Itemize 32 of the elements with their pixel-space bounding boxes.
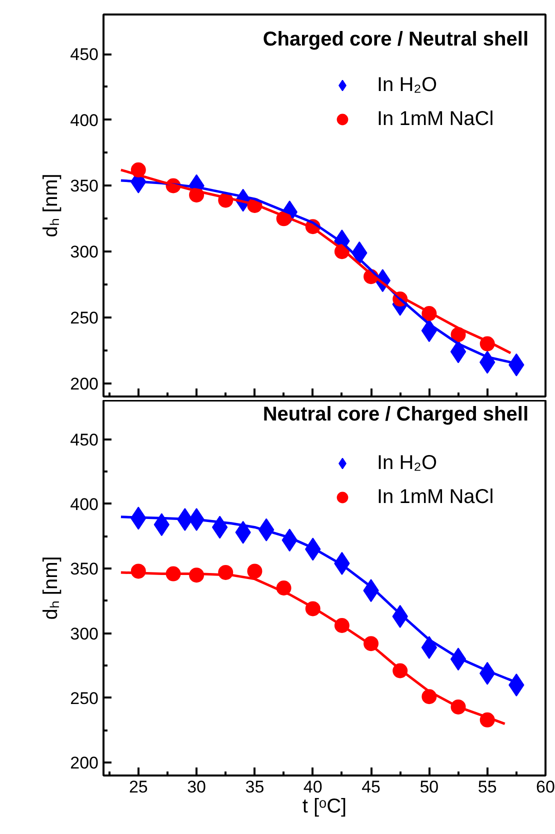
x-tick-label: 45 xyxy=(362,778,380,796)
x-tick-label: 40 xyxy=(303,778,322,796)
point xyxy=(247,564,262,579)
x-axis-title: t [ᵒC] xyxy=(302,796,347,818)
y-tick-label: 350 xyxy=(70,560,99,579)
y-tick-label: 200 xyxy=(70,374,99,394)
text: Charged core / Neutral shell xyxy=(262,28,529,50)
y-tick-label: 450 xyxy=(70,45,99,64)
legend-label: In 1mM NaCl xyxy=(377,108,494,130)
y-tick-label: 200 xyxy=(70,754,99,773)
y-tick-label: 350 xyxy=(70,176,99,196)
y-tick-label: 300 xyxy=(70,242,99,262)
point xyxy=(421,636,438,659)
y-axis-title: dₕ [nm] xyxy=(40,174,62,238)
y-tick-label: 450 xyxy=(70,430,99,450)
chart-title: Neutral core / Charged shell xyxy=(262,404,529,426)
x-tick-label: 50 xyxy=(420,778,439,796)
legend-label: In H₂O xyxy=(377,74,437,96)
x-tick-label: 35 xyxy=(245,778,264,796)
x-tick-label: 25 xyxy=(128,778,148,796)
y-tick-label: 250 xyxy=(70,308,99,328)
x-tick-label: 60 xyxy=(536,778,555,796)
legend-label: In H₂O xyxy=(377,452,437,474)
x-tick-label: 55 xyxy=(478,778,497,796)
y-tick-label: 250 xyxy=(70,688,99,708)
y-tick-label: 400 xyxy=(70,494,99,514)
y-axis-title: dₕ [nm] xyxy=(40,556,62,620)
x-tick-label: 30 xyxy=(187,778,206,796)
y-tick-label: 400 xyxy=(70,110,99,130)
y-tick-label: 300 xyxy=(70,624,99,644)
legend-label: In 1mM NaCl xyxy=(377,486,494,508)
point xyxy=(450,340,466,364)
